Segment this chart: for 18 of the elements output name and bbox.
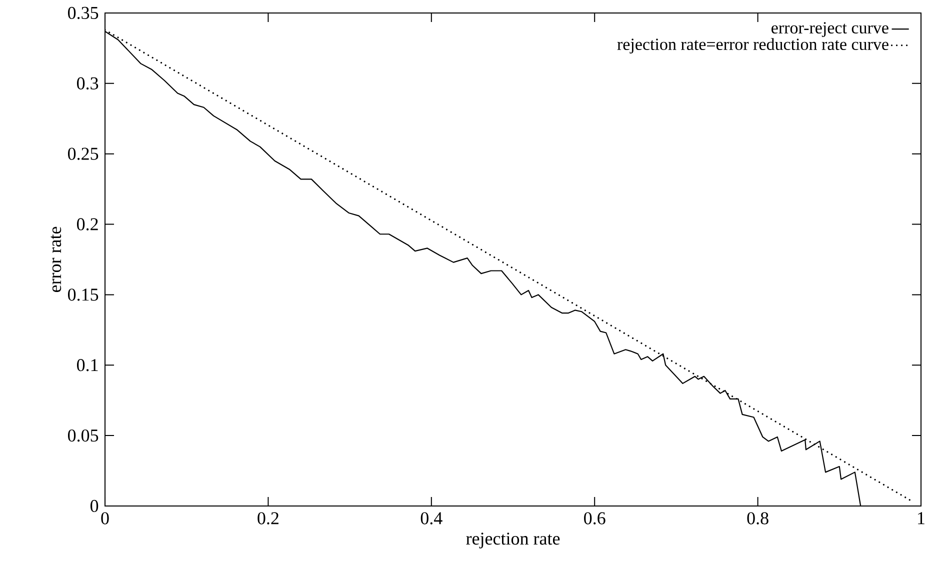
x-tick-label: 0.8 [747, 512, 768, 524]
y-tick-label: 0.05 [68, 429, 98, 442]
y-tick-label: 0.2 [77, 218, 98, 230]
legend-label: error-reject curve [772, 22, 888, 37]
y-tick-label: 0.1 [77, 359, 98, 372]
x-tick-label: 0.4 [420, 512, 442, 524]
y-tick-label: 0 [90, 500, 98, 512]
x-tick-label: 0 [101, 512, 109, 524]
legend-label: rejection rate=error reduction rate curve [617, 38, 888, 54]
x-tick-label: 1 [918, 512, 924, 524]
x-axis-title: rejection rate [466, 532, 560, 548]
x-tick-label: 0.6 [584, 512, 606, 524]
x-tick-label: 0.2 [258, 512, 278, 524]
y-tick-label: 0.35 [68, 6, 98, 20]
y-tick-label: 0.25 [68, 148, 98, 160]
y-axis-title: error rate [50, 226, 62, 292]
y-tick-label: 0.3 [77, 77, 98, 90]
y-tick-label: 0.15 [68, 288, 98, 301]
